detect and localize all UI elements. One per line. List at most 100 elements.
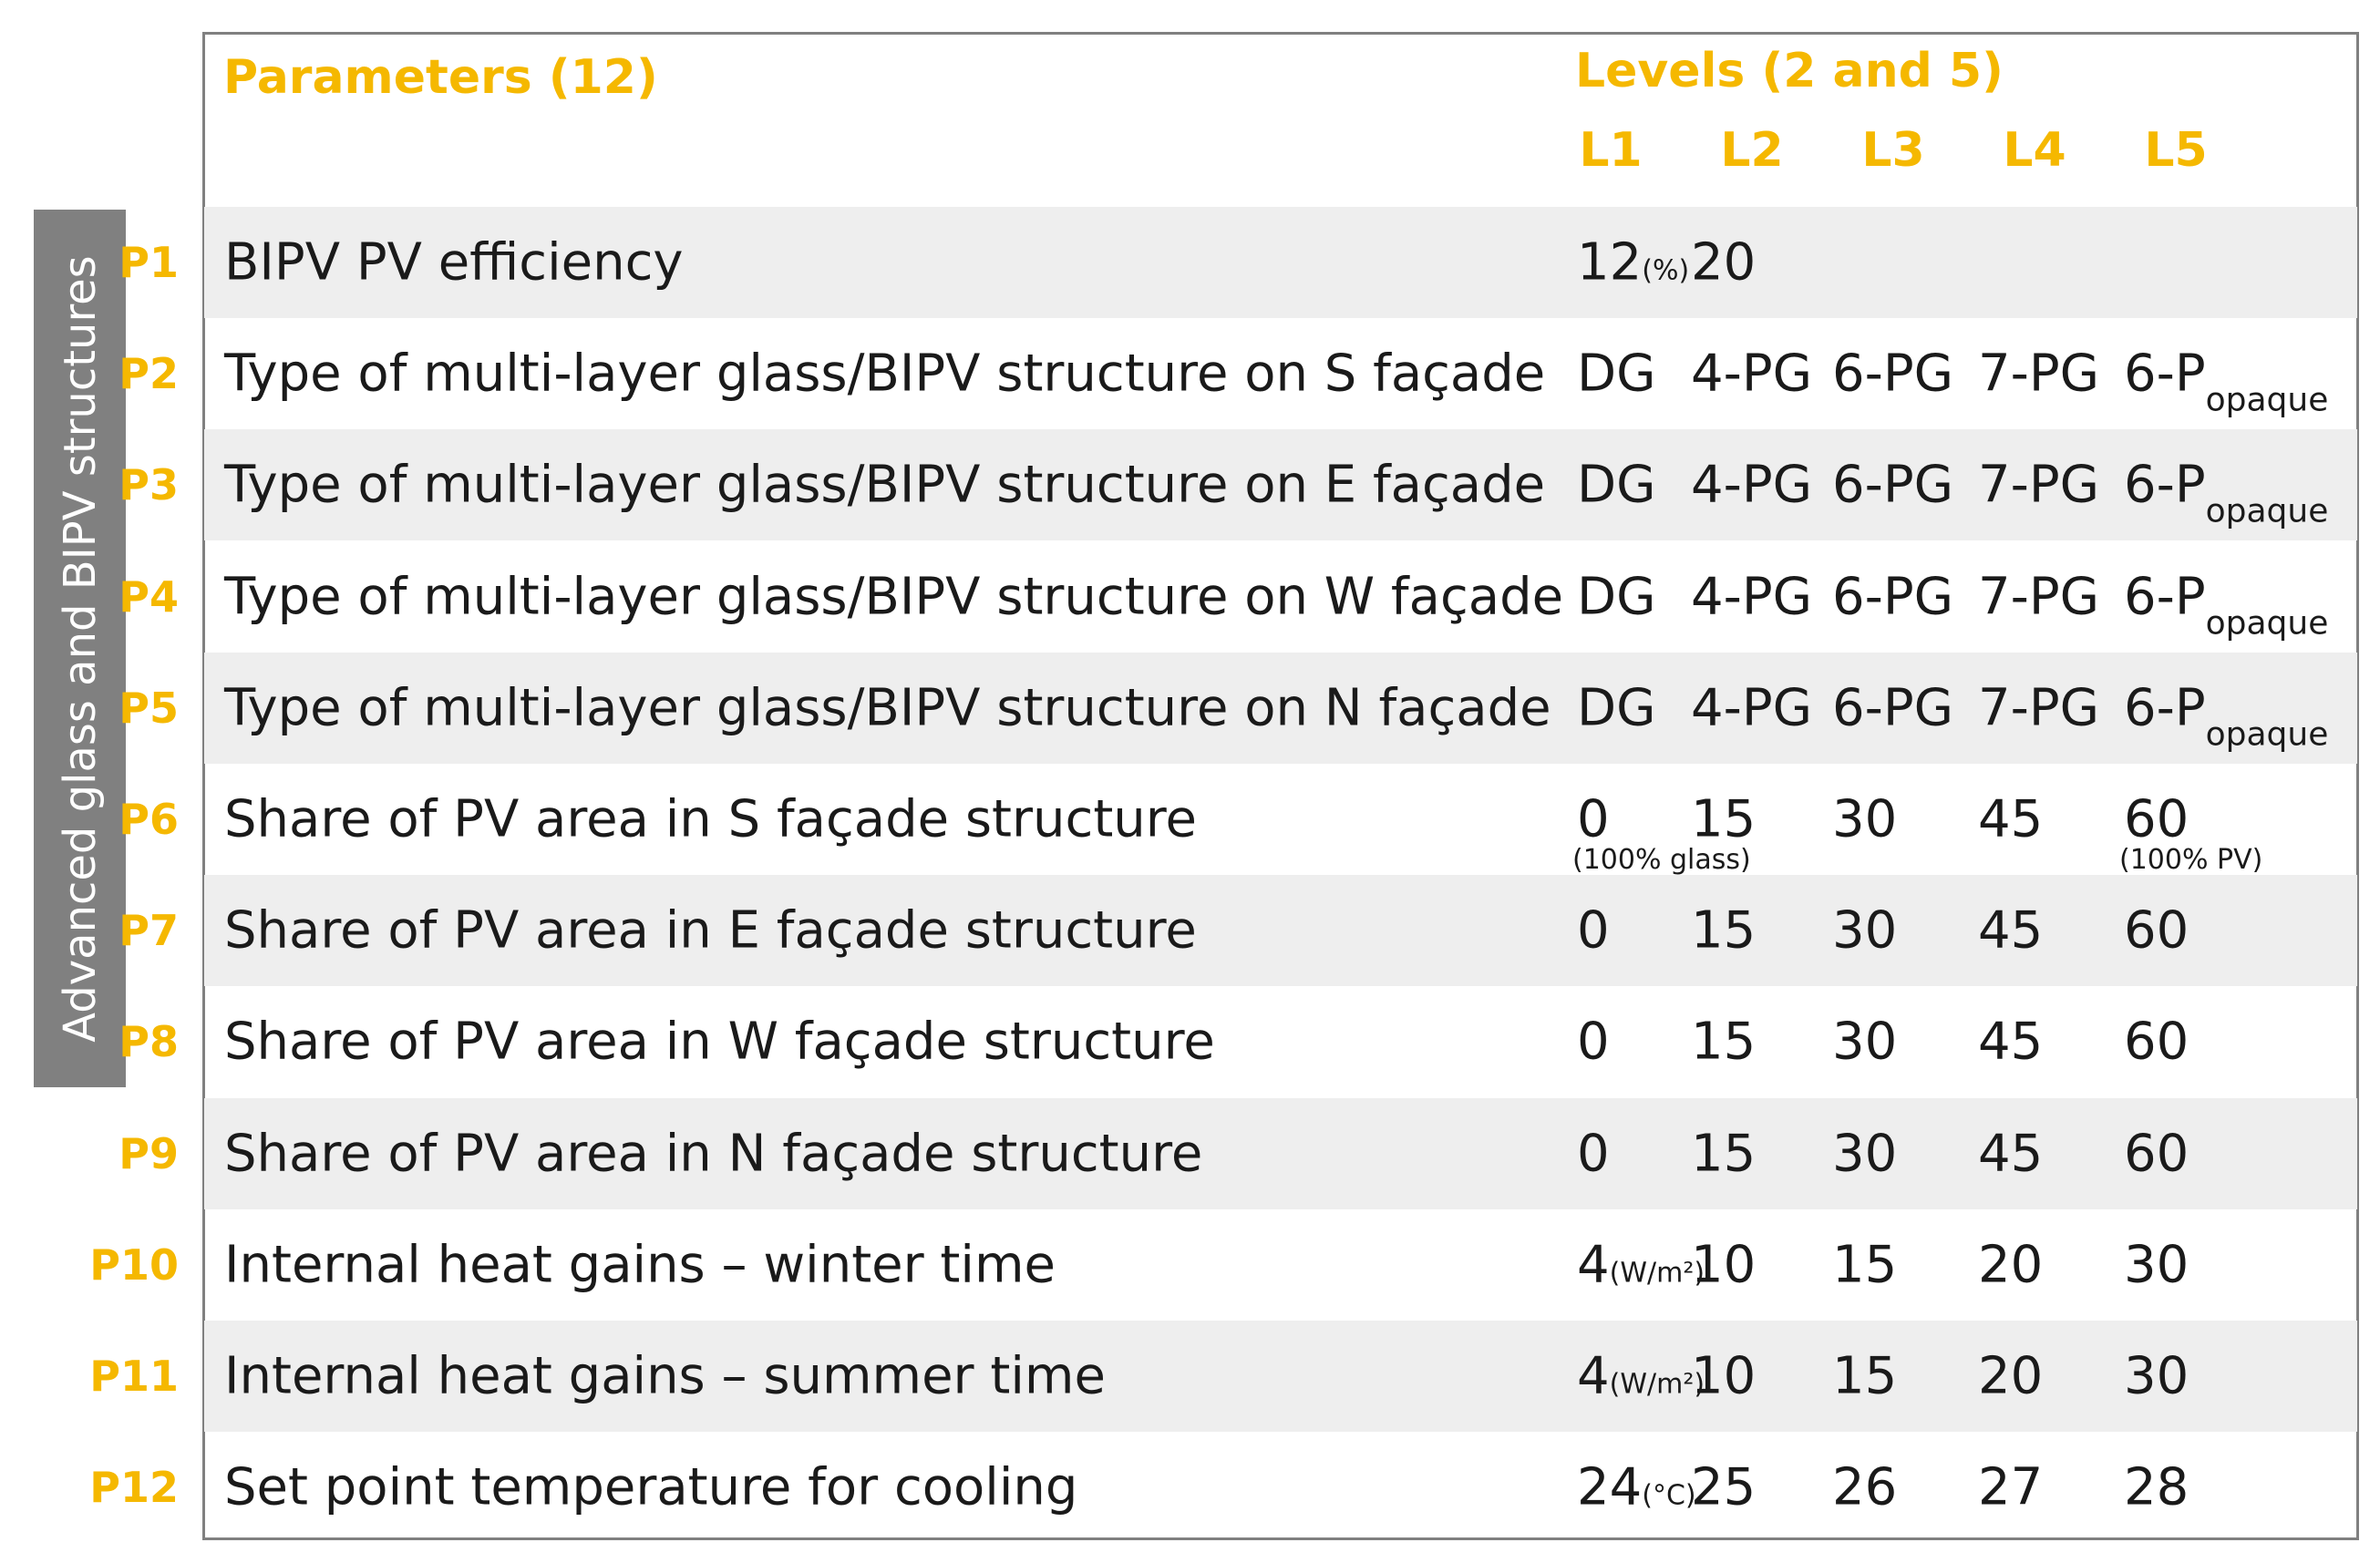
group-side-label-text: Advanced glass and BIPV structures <box>54 254 106 1043</box>
level-value: 10 <box>1691 1346 1757 1406</box>
level-cell-l2: 15 <box>1691 1124 1756 1183</box>
level-value: 7-PG <box>1978 567 2099 627</box>
level-cell-l2: 10 <box>1691 1347 1756 1406</box>
level-cell-l5: 30 <box>2124 1347 2189 1406</box>
table-row: P11 Internal heat gains – summer time 4(W/… <box>89 1321 2357 1432</box>
level-cell-l5: 60 <box>2124 1124 2189 1183</box>
level-label-l3: L3 <box>1861 123 1925 178</box>
levels-header: Levels (2 and 5) <box>1575 44 2004 98</box>
level-unit: (%) <box>1642 254 1690 287</box>
level-value: 15 <box>1691 900 1757 961</box>
level-cell-l3: 6-PG <box>1832 456 1953 515</box>
parameter-id: P10 <box>89 1239 179 1290</box>
level-value: 6-P <box>2124 567 2206 627</box>
level-subscript: opaque <box>2205 381 2329 419</box>
level-cell-l4: 7-PG <box>1978 344 2099 404</box>
table-row: P4 Type of multi-layer glass/BIPV structu… <box>118 541 2357 653</box>
level-cell-l2: 25 <box>1691 1458 1756 1517</box>
level-cell-l2: 4-PG <box>1691 567 1812 626</box>
level-value: 30 <box>1832 1012 1898 1072</box>
level-cell-l1: DG <box>1577 456 1656 515</box>
parameter-name: Type of multi-layer glass/BIPV structure… <box>224 455 1546 515</box>
level-cell-l3: 6-PG <box>1832 678 1953 737</box>
level-value: 6-PG <box>1832 455 1953 515</box>
parameter-id: P3 <box>118 460 179 510</box>
level-cell-l1: 24(°C) <box>1577 1458 1696 1517</box>
level-value: 26 <box>1832 1457 1898 1517</box>
table-row: P6 Share of PV area in S façade structure… <box>118 764 2357 877</box>
level-value: 15 <box>1691 789 1757 849</box>
parameter-name: Share of PV area in S façade structure <box>224 789 1198 849</box>
parameter-name: Share of PV area in E façade structure <box>224 900 1197 961</box>
level-value: 45 <box>1978 789 2044 849</box>
parameter-id: P4 <box>118 571 179 622</box>
level-value: 20 <box>1691 232 1757 293</box>
level-cell-l3: 26 <box>1832 1458 1897 1517</box>
parameter-name: BIPV PV efficiency <box>224 232 684 293</box>
table-row: P7 Share of PV area in E façade structure… <box>118 875 2357 987</box>
level-value: 6-P <box>2124 344 2206 404</box>
parameter-name: Type of multi-layer glass/BIPV structure… <box>224 678 1551 738</box>
level-value: 24 <box>1577 1457 1643 1517</box>
level-label-l4: L4 <box>2003 123 2066 178</box>
level-cell-l4: 7-PG <box>1978 456 2099 515</box>
level-cell-l1: 0 <box>1577 790 1610 849</box>
parameter-name: Internal heat gains – winter time <box>224 1235 1056 1295</box>
level-value: 25 <box>1691 1457 1757 1517</box>
parameter-name: Share of PV area in W façade structure <box>224 1012 1215 1072</box>
level-value: 4-PG <box>1691 678 1812 738</box>
level-value: 4 <box>1577 1235 1610 1295</box>
level-label-l1: L1 <box>1579 123 1643 178</box>
level-value: 60 <box>2124 1124 2189 1184</box>
level-value: 6-P <box>2124 455 2206 515</box>
level-value: 30 <box>2124 1346 2189 1406</box>
level-value: DG <box>1577 678 1656 738</box>
level-cell-l4: 27 <box>1978 1458 2043 1517</box>
level-cell-l5: 6-Popaque <box>2124 678 2328 753</box>
parameter-name: Set point temperature for cooling <box>224 1457 1078 1517</box>
level-cell-l1: DG <box>1577 344 1656 404</box>
level-value: 20 <box>1978 1346 2044 1406</box>
parameter-id: P12 <box>89 1463 179 1513</box>
level-value: 7-PG <box>1978 344 2099 404</box>
level-value: 6-PG <box>1832 567 1953 627</box>
level-cell-l3: 30 <box>1832 790 1897 849</box>
table-row: P9 Share of PV area in N façade structure… <box>118 1097 2357 1209</box>
level-value: 4 <box>1577 1346 1610 1406</box>
level-cell-l2: 4-PG <box>1691 678 1812 737</box>
level-value: 15 <box>1832 1235 1898 1295</box>
parameter-name: Internal heat gains – summer time <box>224 1346 1106 1406</box>
level-value: 12 <box>1577 232 1643 293</box>
level-cell-l2: 15 <box>1691 901 1756 961</box>
level-value: 15 <box>1691 1012 1757 1072</box>
level-unit: (W/m²) <box>1609 1368 1705 1401</box>
level-value: 28 <box>2124 1457 2189 1517</box>
parameter-id: P5 <box>118 683 179 733</box>
table-row: P10 Internal heat gains – winter time 4(W/… <box>89 1209 2357 1321</box>
parameter-id: P1 <box>118 238 179 287</box>
level-cell-l3: 6-PG <box>1832 344 1953 404</box>
level-value: 30 <box>2124 1235 2189 1295</box>
parameter-id: P11 <box>89 1352 179 1401</box>
level-cell-l3: 15 <box>1832 1347 1897 1406</box>
level-value: 6-PG <box>1832 678 1953 738</box>
level-cell-l5: 30 <box>2124 1235 2189 1294</box>
table-row: P3 Type of multi-layer glass/BIPV structu… <box>118 429 2357 541</box>
level-subscript: opaque <box>2205 715 2329 754</box>
level-value: 30 <box>1832 789 1898 849</box>
level-cell-l5: 6-Popaque <box>2124 567 2328 642</box>
level-value: 6-PG <box>1832 344 1953 404</box>
parameters-header: Parameters (12) <box>223 50 658 105</box>
level-value: 27 <box>1978 1457 2044 1517</box>
level-cell-l1: DG <box>1577 678 1656 737</box>
group-side-label: Advanced glass and BIPV structures <box>34 210 126 1087</box>
level-value: 60 <box>2124 900 2189 961</box>
level-value: 6-P <box>2124 678 2206 738</box>
level-cell-l1: 12(%) <box>1577 233 1689 293</box>
level-cell-l1: 0 <box>1577 901 1610 961</box>
level-label-l2: L2 <box>1720 123 1784 178</box>
level-cell-l1: DG <box>1577 567 1656 626</box>
level-cell-l1: 0 <box>1577 1124 1610 1183</box>
level-cell-l3: 30 <box>1832 901 1897 961</box>
level-cell-l4: 45 <box>1978 1013 2043 1072</box>
